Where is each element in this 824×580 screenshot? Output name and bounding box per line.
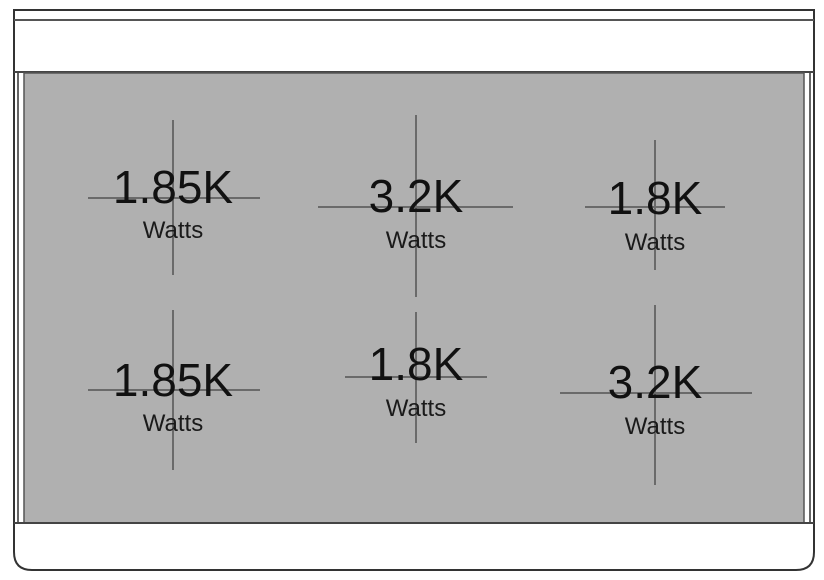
burner-power: 1.85K (113, 354, 234, 406)
burner-2: 3.2K Watts (318, 115, 513, 297)
burner-power: 3.2K (608, 356, 703, 408)
burner-power: 1.85K (113, 161, 234, 213)
burner-unit: Watts (625, 229, 685, 256)
burner-unit: Watts (143, 217, 203, 244)
burner-3: 1.8K Watts (585, 140, 725, 270)
burner-unit: Watts (143, 410, 203, 437)
burner-1: 1.85K Watts (88, 120, 260, 275)
burner-unit: Watts (625, 413, 685, 440)
burner-4: 1.85K Watts (88, 310, 260, 470)
burner-5: 1.8K Watts (345, 312, 487, 443)
burner-6: 3.2K Watts (560, 305, 752, 485)
burner-unit: Watts (386, 227, 446, 254)
burner-power: 1.8K (608, 172, 703, 224)
burner-unit: Watts (386, 395, 446, 422)
burner-power: 1.8K (369, 338, 464, 390)
cooking-surface (23, 72, 805, 524)
burner-power: 3.2K (369, 170, 464, 222)
